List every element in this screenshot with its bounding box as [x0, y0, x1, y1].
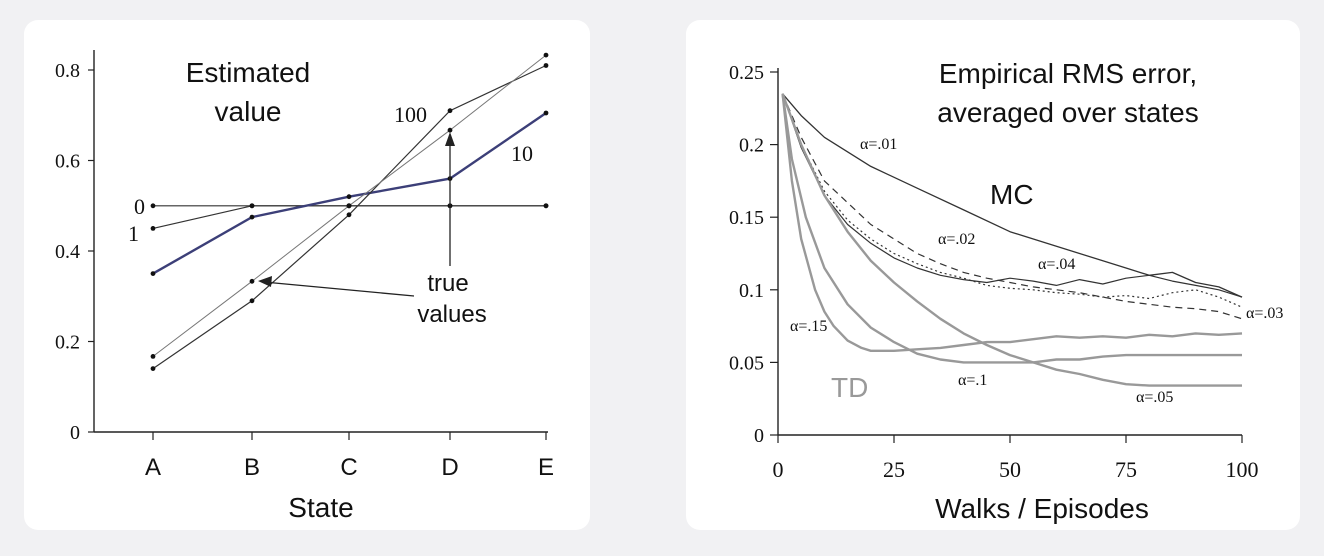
left-xtick-label: B	[244, 454, 260, 481]
left-title-line-2: value	[215, 96, 282, 127]
series-label-0: 0	[134, 194, 145, 219]
group-label-mc: MC	[990, 179, 1034, 210]
right-xtick-label: 75	[1115, 457, 1137, 482]
left-point-s4-A	[150, 354, 156, 359]
left-series-line-2	[152, 112, 547, 275]
right-series-line-0	[782, 93, 1243, 298]
left-point-s4-B	[249, 278, 255, 284]
right-ytick-label: 0.1	[739, 280, 764, 302]
right-ytick-label: 0	[754, 425, 764, 447]
left-x-axis-label: State	[288, 492, 353, 523]
right-xtick-label: 100	[1226, 457, 1259, 482]
left-ytick-label: 0.8	[55, 60, 80, 82]
annotation-true: true	[427, 270, 468, 297]
left-point-s0-A	[150, 203, 156, 209]
right-x-axis-label: Walks / Episodes	[935, 493, 1149, 524]
alpha-label-02: α=.02	[938, 231, 975, 248]
right-series-line-3	[782, 93, 1243, 298]
left-point-s2-C	[346, 194, 352, 200]
annotation-arrowhead-d	[445, 132, 455, 146]
left-point-s3-D	[447, 108, 453, 114]
right-ytick-label: 0.05	[729, 352, 764, 374]
right-xtick-label: 50	[999, 457, 1021, 482]
left-point-s4-C	[346, 203, 352, 209]
right-series-line-1	[782, 93, 1243, 320]
rms-error-chart: 0 0.05 0.1 0.15 0.2 0.25 0 25 50 75 100 Empirical…	[729, 58, 1283, 524]
left-point-s3-A	[150, 366, 156, 371]
left-ytick-label: 0.2	[55, 332, 80, 354]
right-ytick-label: 0.25	[729, 62, 764, 84]
left-point-s2-E	[543, 110, 549, 116]
left-ytick-label: 0.4	[55, 241, 80, 263]
annotation-arrowhead-b	[258, 276, 272, 287]
left-xtick-label: D	[441, 454, 458, 481]
left-point-s1-A	[150, 226, 156, 231]
right-ytick-label: 0.2	[739, 135, 764, 157]
right-title-line-2: averaged over states	[937, 97, 1199, 128]
series-label-10: 10	[511, 141, 533, 166]
left-ytick-label: 0.6	[55, 151, 80, 173]
left-point-s1-B	[249, 203, 255, 209]
alpha-label-04: α=.04	[1038, 256, 1075, 273]
right-xtick-label: 0	[773, 457, 784, 482]
left-ytick-label: 0	[70, 422, 80, 444]
left-point-s2-B	[249, 214, 255, 220]
left-title-line-1: Estimated	[186, 57, 311, 88]
series-label-100: 100	[394, 102, 427, 127]
group-label-td: TD	[831, 372, 868, 403]
left-xtick-label: A	[145, 454, 161, 481]
alpha-label-01: α=.01	[860, 136, 897, 153]
left-point-s4-E	[543, 52, 549, 58]
annotation-arrow-to-b	[263, 281, 415, 297]
alpha-label-03: α=.03	[1246, 305, 1283, 322]
right-ytick-label: 0.15	[729, 207, 764, 229]
alpha-label-15: α=.15	[790, 318, 827, 335]
right-series-line-4	[781, 93, 1242, 387]
left-point-s1-E	[543, 203, 549, 209]
annotation-values: values	[417, 301, 486, 328]
series-label-1: 1	[128, 221, 139, 246]
left-point-s3-B	[249, 298, 255, 304]
left-point-s4-D	[447, 127, 453, 133]
right-series-line-5	[781, 93, 1242, 364]
right-xtick-label: 25	[883, 457, 905, 482]
left-point-s3-E	[543, 63, 549, 68]
left-xtick-label: E	[538, 454, 554, 481]
alpha-label-1: α=.1	[958, 372, 987, 389]
left-point-s2-A	[150, 271, 156, 276]
right-chart-panel: 0 0.05 0.1 0.15 0.2 0.25 0 25 50 75 100 Empirical…	[686, 20, 1300, 530]
left-xtick-label: C	[340, 454, 357, 481]
alpha-label-05: α=.05	[1136, 389, 1173, 406]
right-series-line-6	[781, 93, 1243, 352]
right-title-line-1: Empirical RMS error,	[939, 58, 1197, 89]
left-point-s3-C	[346, 212, 352, 218]
